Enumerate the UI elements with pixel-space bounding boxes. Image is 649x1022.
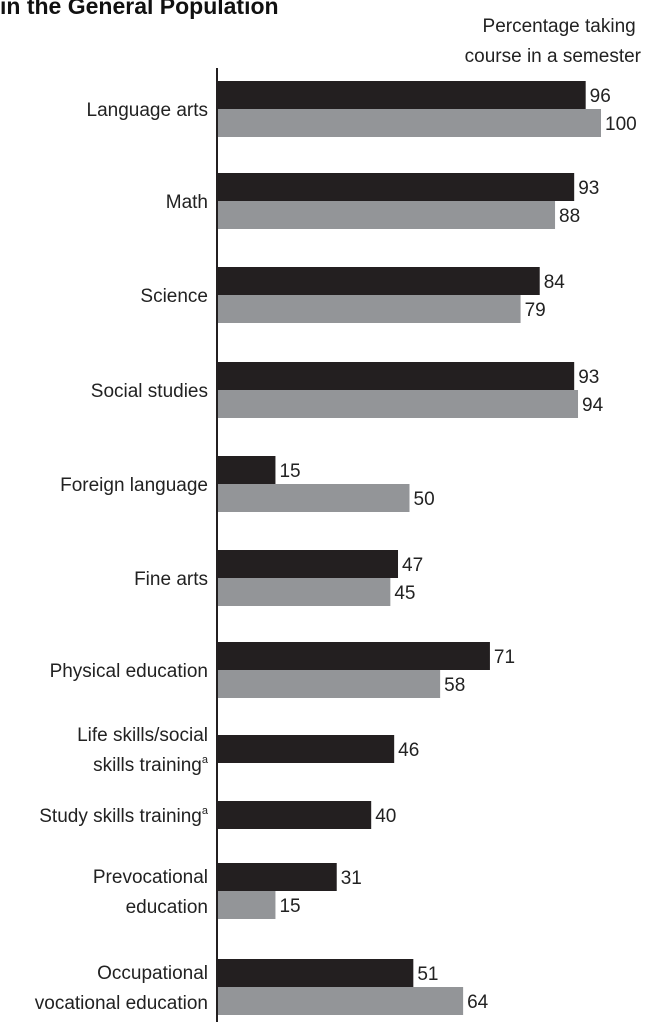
value-label-2-series-1: 93 xyxy=(578,178,599,199)
category-label-3: Science xyxy=(140,286,208,307)
chart-title: in the General Population xyxy=(0,0,279,19)
category-label-11: Occupational vocational education xyxy=(35,963,208,1014)
value-label-7-series-2: 58 xyxy=(444,675,465,696)
bar-6-series-2 xyxy=(218,578,391,606)
value-label-4-series-2: 94 xyxy=(582,395,604,416)
category-label-9: Study skills traininga xyxy=(39,805,209,827)
bar-5-series-1 xyxy=(218,456,276,484)
bar-7-series-2 xyxy=(218,670,441,698)
bar-2-series-1 xyxy=(218,173,575,201)
bar-5-series-2 xyxy=(218,484,410,512)
category-label-6: Fine arts xyxy=(134,569,208,590)
value-axis-label-line-2: course in a semester xyxy=(465,46,642,67)
value-label-11-series-1: 51 xyxy=(417,964,438,985)
bar-10-series-2 xyxy=(218,891,276,919)
value-label-1-series-2: 100 xyxy=(605,114,637,135)
category-label-8: Life skills/social skills traininga xyxy=(77,725,209,776)
value-label-10-series-1: 31 xyxy=(341,868,362,889)
value-label-2-series-2: 88 xyxy=(559,206,580,227)
value-label-4-series-1: 93 xyxy=(578,367,599,388)
category-label-1: Language arts xyxy=(87,100,209,121)
bar-1-series-2 xyxy=(218,109,601,137)
bar-3-series-2 xyxy=(218,295,521,323)
value-label-6-series-2: 45 xyxy=(394,583,415,604)
bar-7-series-1 xyxy=(218,642,490,670)
bar-9-series-1 xyxy=(218,801,372,829)
value-label-1-series-1: 96 xyxy=(590,86,611,107)
value-label-3-series-1: 84 xyxy=(544,272,566,293)
category-label-7: Physical education xyxy=(50,661,208,682)
bar-1-series-1 xyxy=(218,81,586,109)
bar-4-series-1 xyxy=(218,362,575,390)
value-label-3-series-2: 79 xyxy=(525,300,546,321)
category-label-5: Foreign language xyxy=(60,475,208,496)
value-axis-label-line-1: Percentage taking xyxy=(483,16,636,37)
bar-11-series-1 xyxy=(218,959,414,987)
category-label-2: Math xyxy=(166,192,208,213)
value-label-5-series-1: 15 xyxy=(279,461,300,482)
value-label-6-series-1: 47 xyxy=(402,555,423,576)
bar-4-series-2 xyxy=(218,390,579,418)
bars-layer: 96 100 Language arts 93 88 Math 84 79 Science 93 9… xyxy=(35,81,637,1015)
bar-10-series-1 xyxy=(218,863,337,891)
value-label-9-series-1: 40 xyxy=(375,806,396,827)
value-label-10-series-2: 15 xyxy=(279,896,300,917)
value-axis-label: Percentage taking course in a semester xyxy=(465,16,642,67)
bar-2-series-2 xyxy=(218,201,556,229)
bar-11-series-2 xyxy=(218,987,464,1015)
bar-6-series-1 xyxy=(218,550,399,578)
value-label-7-series-1: 71 xyxy=(494,647,515,668)
bar-8-series-1 xyxy=(218,735,395,763)
category-label-10: Prevocational education xyxy=(93,867,208,918)
value-label-8-series-1: 46 xyxy=(398,740,419,761)
category-label-4: Social studies xyxy=(91,381,208,402)
value-label-11-series-2: 64 xyxy=(467,992,489,1013)
value-label-5-series-2: 50 xyxy=(414,489,435,510)
bar-3-series-1 xyxy=(218,267,540,295)
